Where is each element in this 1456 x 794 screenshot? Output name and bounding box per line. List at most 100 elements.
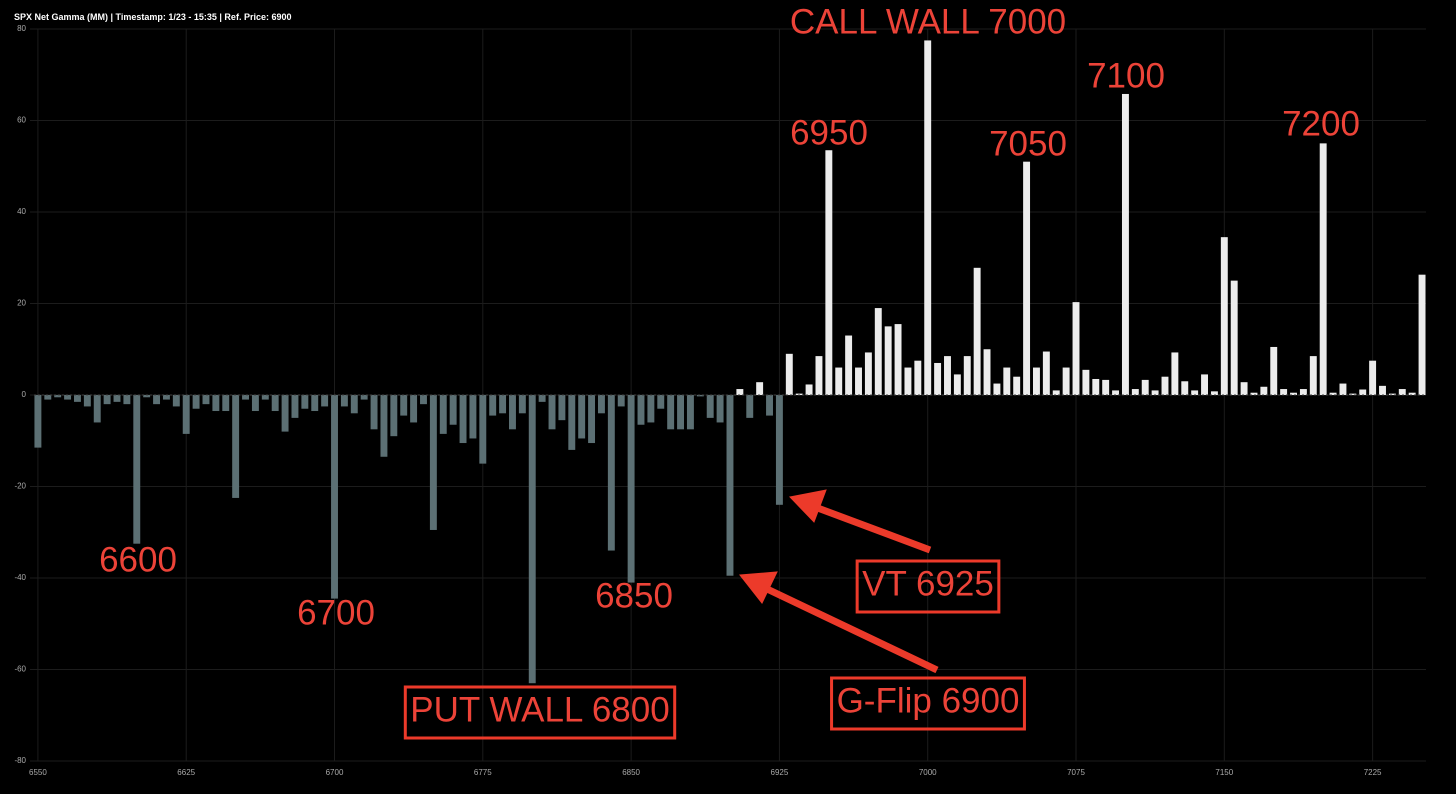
bar xyxy=(686,395,694,430)
bar xyxy=(785,353,793,395)
arrow xyxy=(763,584,939,674)
bar xyxy=(805,384,813,395)
bar xyxy=(924,40,932,395)
bar xyxy=(746,395,754,418)
annotation: 7100 xyxy=(1087,56,1165,95)
bar xyxy=(370,395,378,430)
bar xyxy=(1092,378,1100,395)
annotations: CALL WALL 7000 6950 7050 7100 7200 6600 6700 68… xyxy=(99,2,1360,740)
bar xyxy=(538,395,546,402)
bar xyxy=(1062,367,1070,395)
x-tick-label: 6850 xyxy=(622,768,640,777)
bar xyxy=(696,395,704,397)
bar xyxy=(1398,389,1406,395)
bar xyxy=(331,395,338,599)
bar xyxy=(1339,383,1347,395)
bar xyxy=(1290,392,1297,395)
bar xyxy=(706,395,714,418)
bar xyxy=(1042,351,1050,395)
chart-title: SPX Net Gamma (MM) | Timestamp: 1/23 - 1… xyxy=(14,12,291,22)
bar xyxy=(568,395,576,450)
bar xyxy=(617,395,625,407)
bar xyxy=(528,395,536,684)
bar xyxy=(1131,389,1139,395)
bar xyxy=(647,395,655,423)
annotation: PUT WALL 6800 xyxy=(410,690,669,729)
bar xyxy=(1003,367,1011,395)
bar xyxy=(54,395,62,398)
bar xyxy=(944,356,951,395)
bar xyxy=(637,395,645,425)
bar xyxy=(44,395,52,400)
annotation-box xyxy=(855,559,1001,614)
bar xyxy=(360,395,368,400)
bar xyxy=(1250,392,1258,395)
annotation: 6700 xyxy=(297,593,375,632)
bar xyxy=(726,395,734,576)
bar xyxy=(103,395,111,405)
bar xyxy=(479,395,487,464)
bar xyxy=(983,349,991,395)
arrow xyxy=(813,503,932,554)
annotation-box xyxy=(830,676,1026,731)
bar xyxy=(133,395,141,544)
bar xyxy=(83,395,91,407)
bar xyxy=(1201,374,1208,395)
y-tick-label: 40 xyxy=(17,207,26,216)
bar xyxy=(459,395,467,444)
bar xyxy=(607,395,615,551)
arrow-head xyxy=(739,571,778,604)
bar xyxy=(874,308,882,395)
bar xyxy=(469,395,477,439)
bar xyxy=(894,324,902,395)
bar xyxy=(855,367,862,395)
bar xyxy=(212,395,220,412)
bar xyxy=(1388,393,1396,395)
bar xyxy=(420,395,427,405)
bar xyxy=(1230,280,1238,395)
bar xyxy=(242,395,249,400)
bar xyxy=(1181,381,1189,395)
bar xyxy=(222,395,230,412)
x-tick-label: 6925 xyxy=(771,768,789,777)
bar xyxy=(291,395,299,418)
bar xyxy=(825,150,833,395)
bar xyxy=(1102,379,1110,395)
bar xyxy=(1220,237,1228,395)
bar xyxy=(815,356,823,395)
bar xyxy=(518,395,526,414)
x-tick-label: 6700 xyxy=(326,768,344,777)
bar xyxy=(1319,143,1327,395)
bar xyxy=(588,395,596,444)
bar xyxy=(192,395,200,409)
bar xyxy=(835,367,843,395)
bar xyxy=(1260,386,1268,395)
bar xyxy=(1280,389,1288,395)
bar xyxy=(390,395,398,437)
bar xyxy=(953,374,961,395)
bar xyxy=(1299,389,1307,395)
annotation: 6600 xyxy=(99,540,177,579)
y-tick-label: 20 xyxy=(17,299,26,308)
bar xyxy=(578,395,586,439)
y-tick-label: -60 xyxy=(14,665,26,674)
bar xyxy=(756,382,764,395)
bar xyxy=(271,395,279,412)
y-tick-label: -80 xyxy=(14,756,26,765)
annotation: 6850 xyxy=(595,576,673,615)
bar xyxy=(251,395,259,412)
bar xyxy=(627,395,635,583)
x-tick-label: 7150 xyxy=(1215,768,1233,777)
bar xyxy=(301,395,309,409)
bar xyxy=(1013,376,1021,395)
bar xyxy=(261,395,269,400)
arrow-head xyxy=(789,489,827,523)
arrows xyxy=(739,489,939,674)
bar xyxy=(657,395,665,409)
bar xyxy=(449,395,457,425)
bar xyxy=(340,395,348,407)
bar xyxy=(1240,382,1248,395)
bar xyxy=(1141,379,1149,395)
bar xyxy=(281,395,289,432)
